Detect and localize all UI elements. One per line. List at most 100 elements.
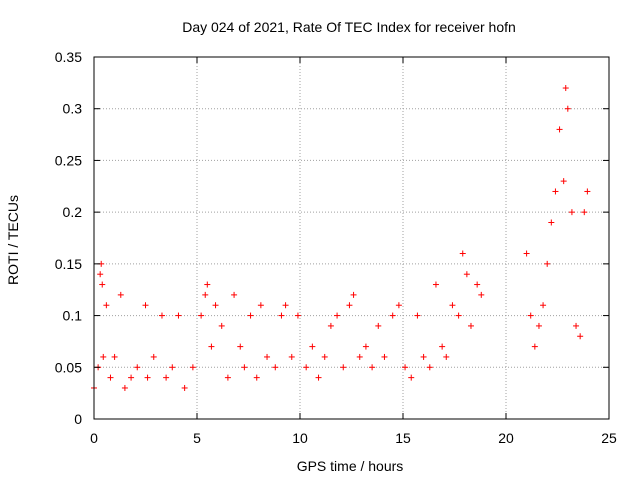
- data-point: [573, 322, 580, 329]
- data-point: [439, 343, 446, 350]
- data-point: [294, 312, 301, 319]
- data-point: [340, 364, 347, 371]
- data-point: [169, 364, 176, 371]
- data-point: [560, 178, 567, 185]
- data-point: [282, 302, 289, 309]
- data-point: [531, 343, 538, 350]
- data-point: [163, 374, 170, 381]
- y-tick-label: 0.2: [63, 204, 83, 220]
- data-point: [346, 302, 353, 309]
- y-tick-label: 0.3: [63, 101, 83, 117]
- y-tick-label: 0.25: [55, 152, 82, 168]
- data-point: [568, 209, 575, 216]
- data-point: [150, 353, 157, 360]
- x-tick-label: 20: [498, 430, 514, 446]
- y-axis-ticks: 0 0.05 0.1 0.15 0.2 0.25 0.3 0.35: [55, 49, 609, 427]
- y-tick-label: 0.05: [55, 359, 82, 375]
- data-point: [231, 291, 238, 298]
- data-point: [548, 219, 555, 226]
- y-tick-label: 0.35: [55, 49, 82, 65]
- x-axis-label: GPS time / hours: [297, 458, 404, 474]
- data-points: [91, 85, 591, 391]
- data-point: [544, 260, 551, 267]
- data-point: [443, 353, 450, 360]
- data-point: [134, 364, 141, 371]
- data-point: [117, 291, 124, 298]
- data-point: [189, 364, 196, 371]
- data-point: [552, 188, 559, 195]
- data-point: [142, 302, 149, 309]
- data-point: [103, 302, 110, 309]
- data-point: [327, 322, 334, 329]
- data-point: [564, 105, 571, 112]
- data-point: [99, 281, 106, 288]
- data-point: [315, 374, 322, 381]
- data-point: [408, 374, 415, 381]
- y-axis-label: ROTI / TECUs: [5, 195, 21, 285]
- data-point: [111, 353, 118, 360]
- chart-title: Day 024 of 2021, Rate Of TEC Index for r…: [182, 19, 516, 35]
- data-point: [381, 353, 388, 360]
- data-point: [459, 250, 466, 257]
- data-point: [420, 353, 427, 360]
- data-point: [278, 312, 285, 319]
- data-point: [121, 384, 128, 391]
- data-point: [107, 374, 114, 381]
- data-point: [272, 364, 279, 371]
- data-point: [288, 353, 295, 360]
- data-point: [100, 353, 107, 360]
- data-point: [402, 364, 409, 371]
- data-point: [414, 312, 421, 319]
- data-point: [237, 343, 244, 350]
- data-point: [208, 343, 215, 350]
- data-point: [204, 281, 211, 288]
- data-point: [257, 302, 264, 309]
- plot-frame: [93, 56, 610, 420]
- data-point: [463, 271, 470, 278]
- data-point: [303, 364, 310, 371]
- x-tick-label: 15: [395, 430, 411, 446]
- data-point: [395, 302, 402, 309]
- data-point: [321, 353, 328, 360]
- data-point: [202, 291, 209, 298]
- data-point: [181, 384, 188, 391]
- data-point: [562, 85, 569, 92]
- data-point: [264, 353, 271, 360]
- data-point: [175, 312, 182, 319]
- data-point: [523, 250, 530, 257]
- y-tick-label: 0: [74, 411, 82, 427]
- x-tick-label: 5: [193, 430, 201, 446]
- data-point: [474, 281, 481, 288]
- data-point: [198, 312, 205, 319]
- y-tick-label: 0.1: [63, 308, 83, 324]
- data-point: [449, 302, 456, 309]
- data-point: [218, 322, 225, 329]
- x-tick-label: 10: [292, 430, 308, 446]
- data-point: [158, 312, 165, 319]
- data-point: [350, 291, 357, 298]
- data-point: [144, 374, 151, 381]
- data-point: [432, 281, 439, 288]
- data-point: [128, 374, 135, 381]
- data-point: [577, 333, 584, 340]
- data-point: [212, 302, 219, 309]
- data-point: [581, 209, 588, 216]
- data-point: [535, 322, 542, 329]
- grid-lines: [94, 57, 609, 419]
- data-point: [362, 343, 369, 350]
- y-tick-label: 0.15: [55, 256, 82, 272]
- data-point: [527, 312, 534, 319]
- data-point: [455, 312, 462, 319]
- data-point: [556, 126, 563, 133]
- data-point: [375, 322, 382, 329]
- x-axis-ticks: 0 5 10 15 20 25: [90, 57, 617, 446]
- data-point: [356, 353, 363, 360]
- data-point: [467, 322, 474, 329]
- data-point: [224, 374, 231, 381]
- data-point: [584, 188, 591, 195]
- data-point: [369, 364, 376, 371]
- data-point: [309, 343, 316, 350]
- data-point: [253, 374, 260, 381]
- data-point: [334, 312, 341, 319]
